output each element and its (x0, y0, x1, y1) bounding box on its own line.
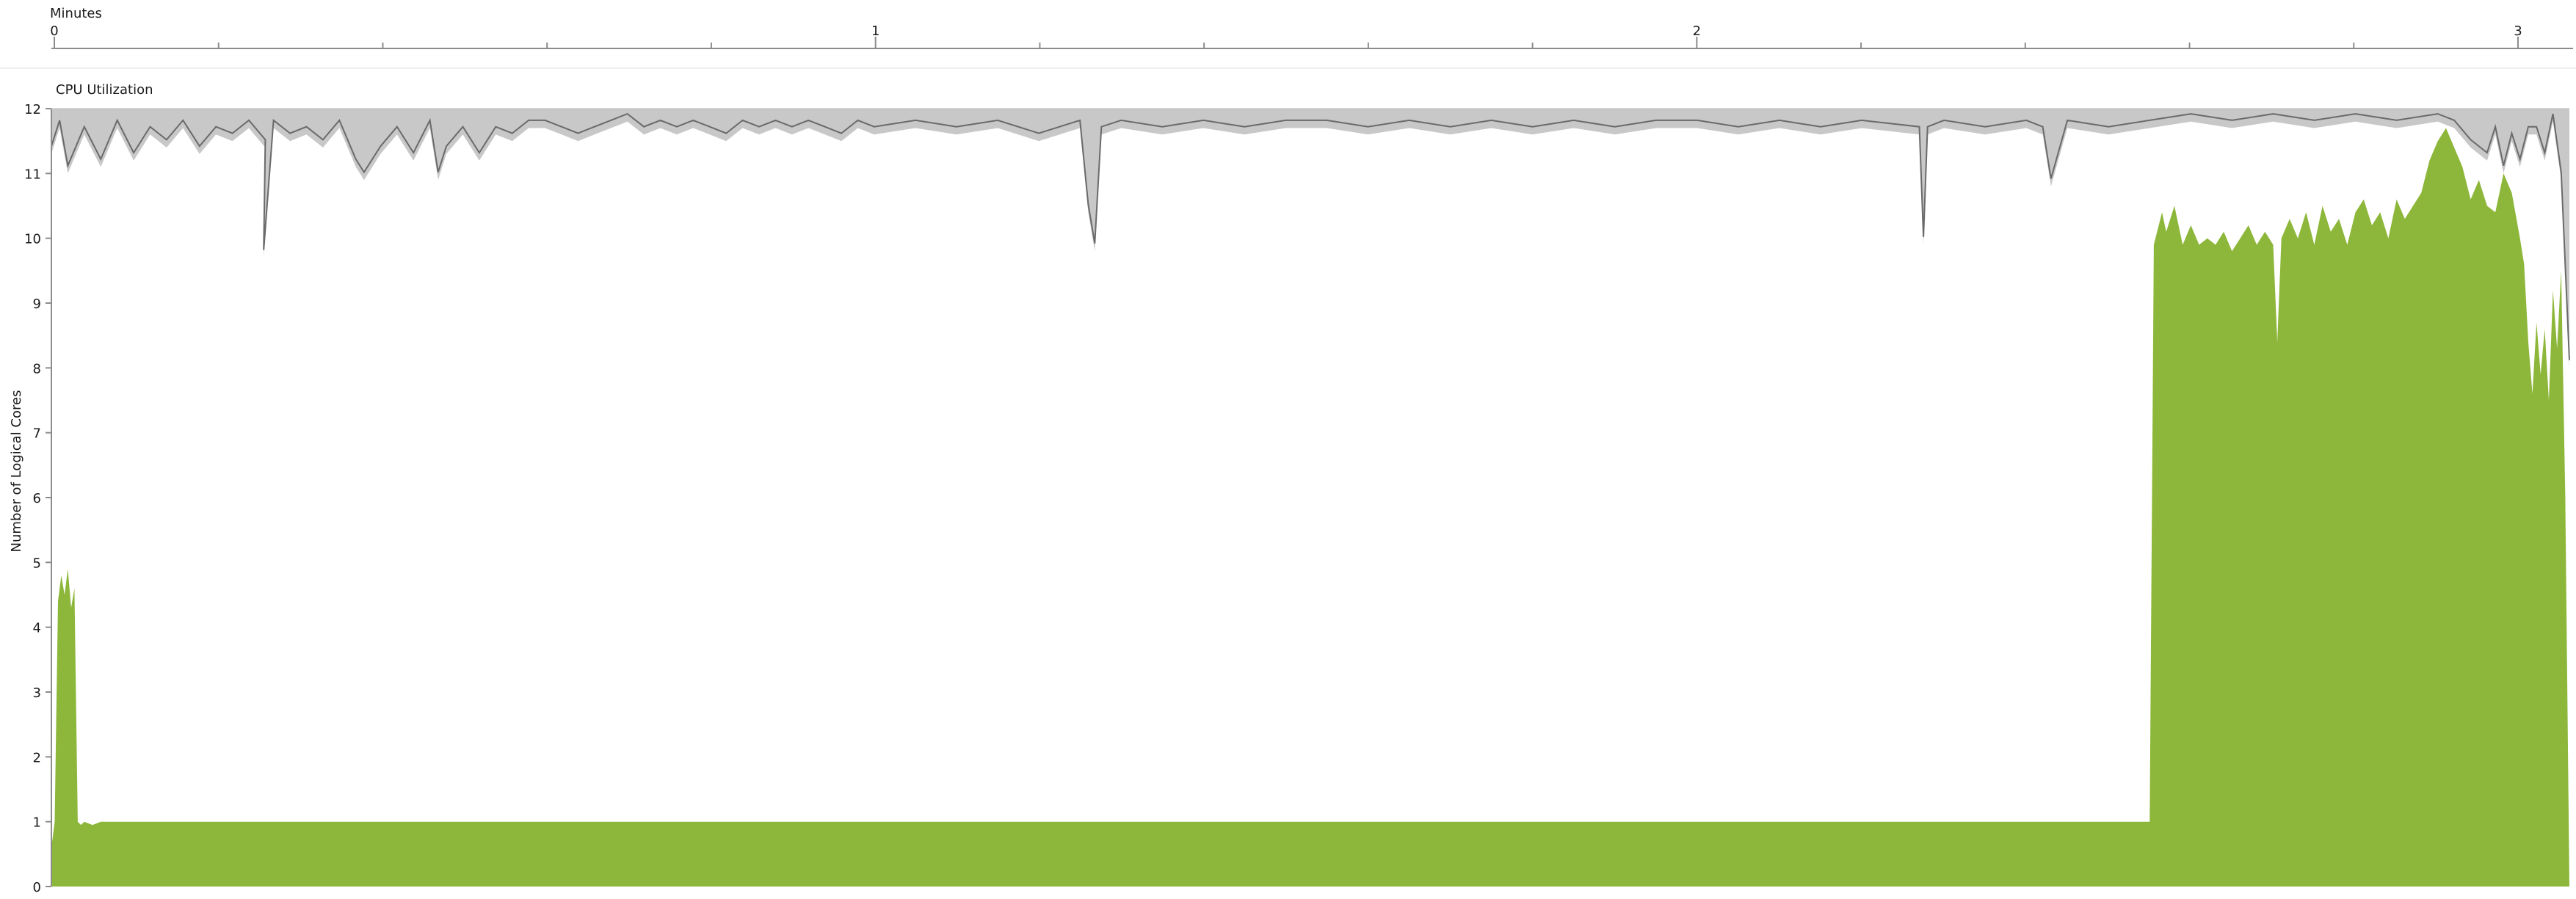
y-tick-label: 4 (33, 621, 41, 636)
y-tick-label: 0 (33, 880, 41, 895)
header-separator (0, 68, 2576, 69)
background-usage-line (51, 112, 2570, 360)
timeline-tick-label: 2 (1693, 23, 1701, 39)
y-tick-label: 8 (33, 361, 41, 376)
timeline-ruler: Minutes 0 1 2 3 (50, 6, 2573, 49)
y-tick-label: 1 (33, 815, 41, 831)
y-axis-label: Number of Logical Cores (9, 390, 24, 553)
y-tick-label: 11 (24, 167, 41, 182)
y-tick-label: 7 (33, 426, 41, 442)
y-tick-label: 3 (33, 685, 41, 701)
process-usage-area (51, 128, 2569, 887)
y-tick-label: 12 (24, 102, 41, 117)
timeline-tick-label: 3 (2514, 23, 2522, 39)
y-tick-label: 9 (33, 296, 41, 312)
background-usage-area (51, 109, 2569, 368)
timeline-label: Minutes (50, 6, 102, 21)
timeline-tick-label: 0 (50, 23, 58, 39)
y-tick-label: 5 (33, 556, 41, 571)
y-tick-label: 10 (24, 232, 41, 247)
timeline-ticks: 0 1 2 3 (50, 23, 2522, 48)
chart-title: CPU Utilization (56, 82, 153, 98)
plot-area (51, 109, 2570, 887)
timeline-tick-label: 1 (871, 23, 879, 39)
y-tick-label: 6 (33, 491, 41, 506)
y-tick-label: 2 (33, 750, 41, 765)
